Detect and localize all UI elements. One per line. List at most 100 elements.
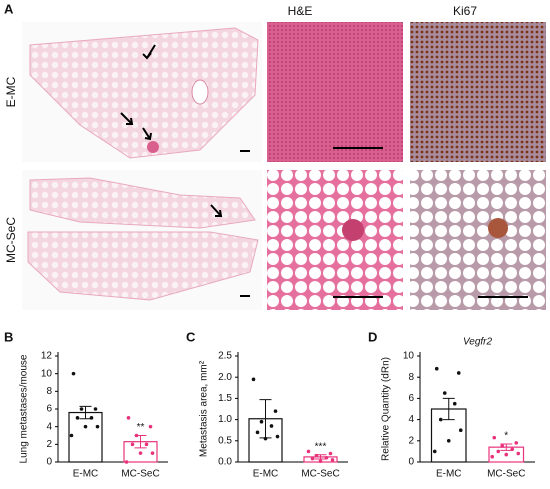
data-point (75, 416, 80, 420)
y-tick-label: 2.0 (218, 372, 232, 383)
y-tick-label: 0 (408, 457, 414, 468)
data-point (124, 460, 129, 464)
data-point (71, 371, 76, 376)
data-point (134, 433, 139, 438)
x-tick-label: MC-SeC (487, 469, 525, 480)
y-tick-label: 4 (408, 414, 414, 425)
y-axis-label: Lung metastases/mouse (19, 354, 30, 463)
data-point (328, 451, 333, 456)
y-tick-label: 0 (46, 457, 52, 468)
data-point (95, 424, 100, 429)
data-point (510, 447, 515, 452)
x-tick-label: E-MC (73, 469, 99, 480)
y-axis-label: Metastasis area, mm² (199, 360, 210, 457)
panel-label: D (368, 329, 377, 344)
data-point (314, 453, 319, 458)
histology-image (22, 170, 262, 310)
row-label: E-MC (4, 76, 18, 107)
data-point (432, 449, 437, 454)
y-tick-label: 1.0 (218, 414, 232, 425)
y-tick-label: 6 (46, 404, 52, 415)
histology-image (410, 170, 546, 310)
data-point (138, 451, 143, 455)
data-point (490, 454, 495, 459)
data-point (148, 424, 153, 429)
x-tick-label: E-MC (253, 469, 279, 480)
scale-bar (333, 296, 383, 298)
data-point (516, 451, 521, 456)
significance: * (504, 431, 508, 442)
data-point (442, 391, 447, 395)
data-point (458, 428, 463, 433)
data-point (263, 436, 268, 441)
data-point (446, 439, 451, 443)
data-point (514, 441, 519, 445)
y-tick-label: 0.0 (218, 457, 232, 468)
panel-label: A (4, 1, 14, 16)
significance: *** (315, 441, 327, 452)
data-point (330, 458, 335, 462)
chart-title: Vegfr2 (463, 337, 493, 348)
y-tick-label: 2.5 (218, 351, 232, 362)
x-tick-label: MC-SeC (301, 469, 339, 480)
data-point (126, 416, 131, 420)
metastasis (342, 219, 364, 241)
data-point (130, 442, 135, 447)
data-point (269, 424, 274, 428)
column-label: H&E (288, 4, 313, 18)
bar (68, 411, 103, 463)
data-point (69, 433, 74, 438)
data-point (306, 449, 311, 454)
data-point (456, 371, 461, 375)
data-point (275, 434, 280, 439)
y-tick-label: 0.5 (218, 435, 232, 446)
y-tick-label: 1.5 (218, 393, 232, 404)
data-point (89, 416, 94, 420)
data-point (318, 459, 323, 463)
panel-label: B (4, 329, 13, 344)
data-point (273, 409, 278, 413)
metastasis (488, 218, 508, 238)
data-point (434, 366, 439, 371)
data-point (324, 455, 329, 460)
y-tick-label: 2 (46, 439, 52, 450)
histology-image (22, 22, 262, 162)
error-bar (500, 443, 513, 451)
x-tick-label: MC-SeC (121, 469, 159, 480)
x-tick-label: E-MC (436, 469, 462, 480)
data-point (504, 452, 509, 457)
data-point (93, 407, 98, 411)
histology-image (410, 22, 546, 162)
y-tick-label: 4 (46, 421, 52, 432)
data-point (492, 435, 497, 440)
column-label: Ki67 (453, 4, 477, 18)
y-tick-label: 10 (403, 351, 415, 362)
data-point (500, 444, 505, 448)
y-tick-label: 8 (408, 372, 414, 383)
data-point (438, 417, 443, 422)
data-point (255, 430, 260, 435)
data-point (259, 419, 264, 424)
data-point (496, 449, 501, 454)
data-point (144, 442, 149, 447)
histology-image (267, 170, 403, 310)
scale-bar (478, 296, 528, 298)
y-tick-label: 6 (408, 393, 414, 404)
y-tick-label: 2 (408, 435, 414, 446)
y-axis-label: Relative Quantity (dRn) (381, 357, 392, 461)
data-point (310, 456, 315, 461)
data-point (251, 377, 256, 382)
y-tick-label: 8 (46, 386, 52, 397)
panel-label: C (186, 329, 196, 344)
row-label: MC-SeC (4, 217, 18, 263)
error-bar (442, 397, 455, 421)
histology-image (267, 22, 403, 162)
data-point (452, 401, 457, 406)
error-bar (79, 405, 92, 420)
scale-bar (333, 147, 383, 149)
data-point (150, 451, 155, 455)
data-point (83, 424, 88, 429)
y-tick-label: 10 (41, 368, 53, 379)
y-tick-label: 12 (41, 351, 53, 362)
